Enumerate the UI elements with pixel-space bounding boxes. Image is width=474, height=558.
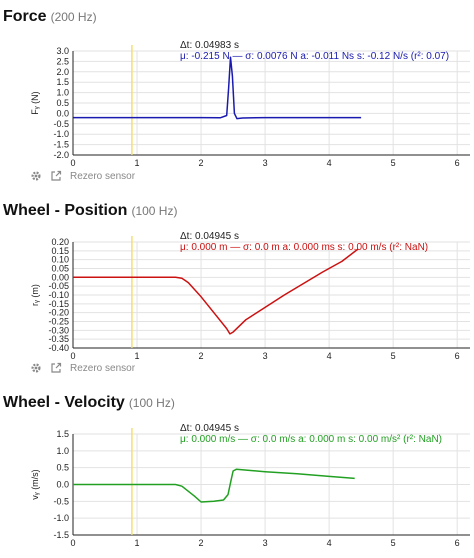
y-tick-label: -0.30	[48, 325, 69, 335]
delta-t-readout: Δt: 0.04983 s	[180, 40, 239, 51]
y-tick-label: -2.0	[53, 150, 69, 160]
x-tick-label: 6	[455, 158, 460, 168]
series-line	[73, 56, 362, 120]
y-tick-label: 0.00	[51, 272, 69, 282]
wheel-position-panel: Wheel - Position (100 Hz) 0.20 0.15 0.10 0.0…	[0, 202, 474, 374]
force-chart[interactable]: 3.02.52.01.51.00.50.0-0.5-1.0-1.5-2.00 1 2…	[0, 30, 474, 200]
series-line	[73, 248, 359, 335]
sample-rate: (100 Hz)	[131, 204, 178, 218]
y-axis-label: vᵧ (m/s)	[30, 469, 40, 499]
x-tick-label: 0	[70, 158, 75, 168]
rezero-sensor-button[interactable]: Rezero sensor	[70, 170, 136, 182]
y-tick-label: -0.20	[48, 308, 69, 318]
gear-icon[interactable]	[30, 362, 42, 374]
external-link-icon[interactable]	[50, 170, 62, 182]
x-tick-label: 1	[135, 158, 140, 168]
y-tick-label: 2.5	[56, 56, 69, 66]
y-tick-label: -0.35	[48, 334, 69, 344]
rezero-sensor-button[interactable]: Rezero sensor	[70, 362, 136, 374]
x-tick-label: 2	[199, 351, 204, 361]
x-tick-label: 0	[70, 351, 75, 361]
y-tick-label: 0.05	[51, 264, 69, 274]
y-tick-label: 0.20	[51, 237, 69, 247]
x-tick-label: 1	[135, 351, 140, 361]
delta-t-readout: Δt: 0.04945 s	[180, 231, 239, 242]
x-tick-label: 3	[263, 351, 268, 361]
y-tick-label: 0.0	[56, 108, 69, 118]
external-link-icon[interactable]	[50, 362, 62, 374]
panel-title-text: Wheel - Velocity	[3, 394, 125, 411]
y-axis-label: rᵧ (m)	[30, 284, 40, 306]
y-tick-label: -1.0	[53, 513, 69, 523]
y-tick-label: -1.0	[53, 129, 69, 139]
panel-title-text: Force	[3, 8, 47, 25]
y-tick-label: 0.5	[56, 98, 69, 108]
position-chart[interactable]: 0.200.150.100.050.00-0.05-0.10-0.15-0.20…	[0, 228, 474, 361]
y-tick-label: -0.5	[53, 119, 69, 129]
panel-title: Wheel - Velocity (100 Hz)	[3, 394, 175, 412]
y-tick-label: -0.40	[48, 343, 69, 353]
x-tick-label: 1	[135, 538, 140, 548]
x-tick-label: 4	[327, 351, 332, 361]
force-toolbar: Rezero sensor	[30, 170, 135, 182]
x-tick-label: 4	[327, 538, 332, 548]
y-tick-label: 1.0	[56, 88, 69, 98]
y-tick-label: 1.0	[56, 446, 69, 456]
x-tick-label: 6	[455, 351, 460, 361]
x-tick-label: 0	[70, 538, 75, 548]
y-tick-label: 3.0	[56, 46, 69, 56]
x-tick-label: 2	[199, 538, 204, 548]
y-tick-label: -0.15	[48, 299, 69, 309]
series-line	[73, 468, 355, 503]
y-tick-label: 2.0	[56, 67, 69, 77]
x-tick-label: 5	[391, 538, 396, 548]
x-tick-label: 3	[263, 158, 268, 168]
y-tick-label: 0.0	[56, 480, 69, 490]
velocity-chart[interactable]: 1.5 1.0 0.5 0.0 -0.5 -1.0 -1.50 1 2 3 4 5 6 vᵧ (m/s) Δ…	[0, 418, 474, 558]
y-tick-label: -1.5	[53, 530, 69, 540]
y-tick-label: 0.15	[51, 246, 69, 256]
delta-t-readout: Δt: 0.04945 s	[180, 423, 239, 434]
gear-icon[interactable]	[30, 170, 42, 182]
y-tick-label: -0.5	[53, 496, 69, 506]
stats-readout: μ: 0.000 m — σ: 0.0 m a: 0.000 ms s: 0.0…	[180, 242, 428, 253]
y-tick-label: -0.25	[48, 317, 69, 327]
x-tick-label: 5	[391, 351, 396, 361]
x-tick-label: 4	[327, 158, 332, 168]
y-tick-label: 1.5	[56, 429, 69, 439]
force-panel: Force (200 Hz) 3.0 2.5 2.0 1.5 1.0 0.5 0.0 -0.5-…	[0, 0, 474, 190]
y-tick-label: 0.10	[51, 255, 69, 265]
sample-rate: (100 Hz)	[128, 396, 175, 410]
sample-rate: (200 Hz)	[50, 10, 97, 24]
x-tick-label: 5	[391, 158, 396, 168]
panel-title: Wheel - Position (100 Hz)	[3, 202, 177, 220]
y-tick-label: -1.5	[53, 140, 69, 150]
stats-readout: μ: -0.215 N — σ: 0.0076 N a: -0.011 Ns s…	[180, 51, 449, 62]
y-axis-label: Fᵧ (N)	[30, 91, 40, 114]
y-tick-label: -0.10	[48, 290, 69, 300]
panel-title: Force (200 Hz)	[3, 8, 97, 26]
y-tick-label: -0.05	[48, 281, 69, 291]
y-tick-label: 0.5	[56, 463, 69, 473]
panel-title-text: Wheel - Position	[3, 202, 128, 219]
position-toolbar: Rezero sensor	[30, 362, 135, 374]
y-tick-label: 1.5	[56, 77, 69, 87]
stats-readout: μ: 0.000 m/s — σ: 0.0 m/s a: 0.000 m s: …	[180, 434, 442, 445]
x-tick-label: 2	[199, 158, 204, 168]
x-tick-label: 3	[263, 538, 268, 548]
x-tick-label: 6	[455, 538, 460, 548]
